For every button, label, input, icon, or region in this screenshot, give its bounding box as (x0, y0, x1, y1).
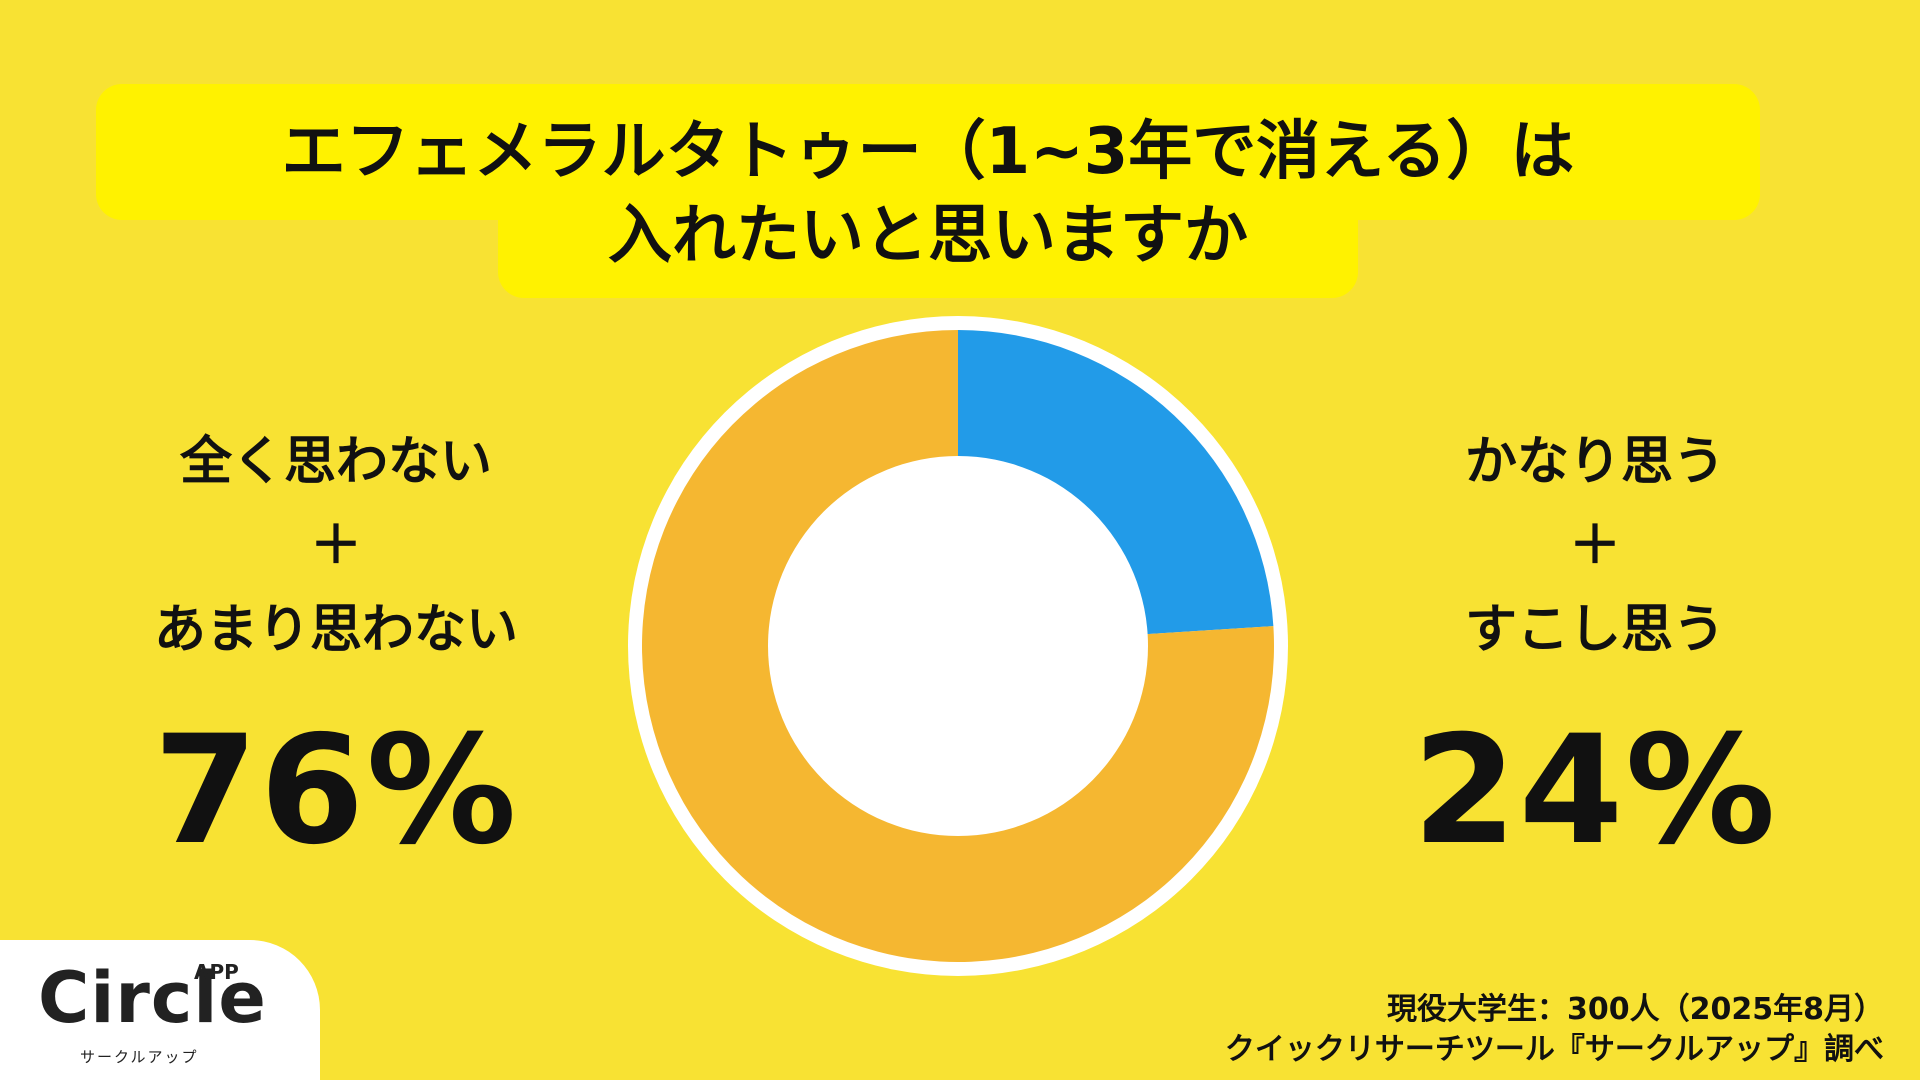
right-label-2: すこし思う (1464, 600, 1725, 660)
title-line-2: 入れたいと思いますか (498, 190, 1358, 298)
left-label-1: 全く思わない (179, 432, 492, 492)
right-legend: かなり思う ＋ すこし思う 24% (1335, 420, 1855, 866)
logo-app-badge: APP (194, 960, 239, 984)
logo-wordmark: Circle (38, 957, 267, 1039)
right-label-1: かなり思う (1464, 432, 1725, 492)
left-legend: 全く思わない ＋ あまり思わない 76% (76, 420, 596, 866)
logo-panel (0, 940, 320, 1080)
source-line-1: 現役大学生：300人（2025年8月） (1387, 992, 1884, 1027)
left-plus: ＋ (309, 516, 362, 576)
logo-subtitle: サークルアップ (80, 1048, 199, 1066)
left-label-2: あまり思わない (153, 600, 518, 660)
right-percent: 24% (1412, 704, 1778, 878)
source-line-2: クイックリサーチツール『サークルアップ』調べ (1224, 1032, 1884, 1067)
left-percent: 76% (153, 704, 519, 878)
right-plus: ＋ (1568, 516, 1621, 576)
donut-hole (768, 456, 1148, 836)
source-note: 現役大学生：300人（2025年8月） クイックリサーチツール『サークルアップ』… (1225, 990, 1884, 1070)
